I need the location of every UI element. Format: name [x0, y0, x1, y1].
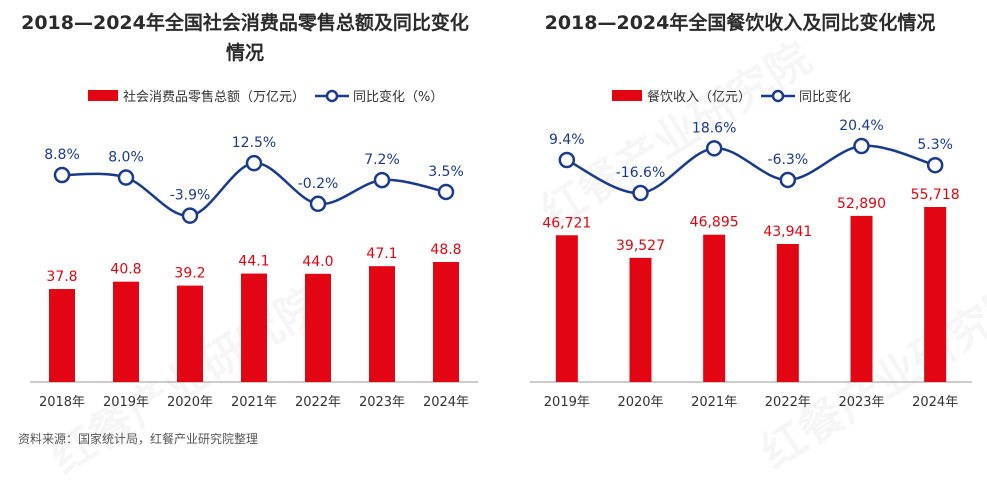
right-bar-value-label: 43,941	[763, 224, 812, 240]
right-yoy-value-label: 20.4%	[839, 118, 883, 134]
left-yoy-value-label: -3.9%	[170, 188, 211, 204]
right-yoy-point	[853, 137, 870, 155]
right-chart-title: 2018—2024年全国餐饮收入及同比变化情况	[544, 12, 936, 34]
left-yoy-point	[245, 154, 263, 172]
right-x-tick-label: 2023年	[838, 395, 884, 410]
bar-legend-swatch	[88, 90, 118, 101]
right-bar	[776, 243, 799, 382]
right-x-tick-label: 2022年	[765, 395, 811, 410]
left-x-tick-label: 2020年	[167, 395, 213, 410]
left-bar	[305, 273, 331, 382]
left-bar-value-label: 39.2	[174, 266, 205, 282]
right-chart-legend: 餐饮收入（亿元） 同比变化	[612, 86, 851, 105]
left-bar	[241, 273, 267, 382]
left-x-tick-label: 2022年	[295, 395, 341, 410]
line-legend-label: 同比变化（%）	[353, 90, 444, 105]
left-x-tick-label: 2019年	[103, 395, 149, 410]
right-yoy-point	[705, 140, 723, 157]
left-yoy-point	[437, 183, 455, 201]
right-yoy-point	[779, 171, 797, 189]
left-bar-value-label: 47.1	[366, 246, 397, 262]
right-yoy-value-label: -6.3%	[768, 152, 809, 168]
left-bar-value-label: 40.8	[110, 262, 141, 278]
left-yoy-point	[53, 166, 71, 184]
left-bar	[113, 281, 139, 382]
left-bar-value-label: 44.0	[302, 254, 333, 270]
left-yoy-point	[181, 207, 199, 224]
bar-legend-swatch	[612, 90, 642, 101]
right-yoy-value-label: -16.6%	[616, 165, 666, 181]
left-bar-value-label: 44.1	[238, 254, 269, 270]
left-chart-title: 2018—2024年全国社会消费品零售总额及同比变化情况	[21, 12, 469, 64]
right-x-tick-label: 2020年	[617, 395, 663, 410]
right-bar-value-label: 46,895	[690, 215, 739, 231]
right-bar	[555, 235, 578, 382]
right-x-tick-label: 2021年	[691, 395, 737, 410]
left-x-tick-label: 2023年	[359, 395, 405, 410]
left-yoy-value-label: 8.8%	[44, 147, 80, 163]
right-yoy-value-label: 5.3%	[917, 137, 953, 153]
right-bar	[629, 257, 652, 382]
right-yoy-value-label: 9.4%	[549, 132, 585, 148]
left-bar-value-label: 37.8	[46, 269, 77, 285]
right-bar-value-label: 52,890	[837, 196, 886, 212]
right-yoy-point	[926, 156, 944, 174]
left-bar-value-label: 48.8	[430, 242, 461, 258]
right-bar-value-label: 39,527	[616, 238, 665, 254]
left-yoy-value-label: 3.5%	[428, 164, 464, 180]
line-legend-label: 同比变化	[799, 90, 852, 105]
right-x-tick-label: 2019年	[544, 395, 590, 410]
left-yoy-value-label: 7.2%	[364, 152, 400, 168]
line-legend-swatch	[315, 89, 350, 102]
left-bar	[369, 266, 395, 382]
right-bar	[850, 215, 873, 382]
right-bar	[924, 207, 947, 382]
right-yoy-point	[632, 184, 649, 202]
left-bar	[433, 262, 459, 382]
left-bar	[177, 285, 203, 382]
left-yoy-value-label: -0.2%	[298, 176, 339, 192]
left-yoy-point	[117, 169, 135, 186]
left-x-tick-label: 2024年	[423, 395, 469, 410]
left-chart-legend: 社会消费品零售总额（万亿元） 同比变化（%）	[88, 86, 443, 105]
left-yoy-point	[309, 195, 327, 213]
line-legend-swatch	[761, 89, 796, 102]
right-x-tick-label: 2024年	[912, 395, 958, 410]
right-yoy-point	[558, 151, 576, 169]
left-x-tick-label: 2021年	[231, 395, 277, 410]
left-x-tick-label: 2018年	[39, 395, 85, 410]
charts-canvas: 37.8 2018年 40.8 2019年 39.2 2020年 44.1 2021年 44.0…	[30, 118, 972, 410]
right-bar-value-label: 46,721	[542, 215, 591, 231]
right-bar	[703, 234, 726, 382]
left-yoy-value-label: 12.5%	[232, 135, 276, 151]
left-yoy-value-label: 8.0%	[108, 150, 144, 166]
left-bar	[49, 289, 75, 382]
bar-legend-label: 社会消费品零售总额（万亿元）	[123, 90, 306, 105]
right-bar-value-label: 55,718	[911, 187, 960, 203]
left-yoy-point	[373, 171, 391, 189]
source-note: 资料来源：国家统计局，红餐产业研究院整理	[18, 432, 259, 446]
right-yoy-value-label: 18.6%	[692, 120, 736, 136]
bar-legend-label: 餐饮收入（亿元）	[647, 90, 752, 105]
